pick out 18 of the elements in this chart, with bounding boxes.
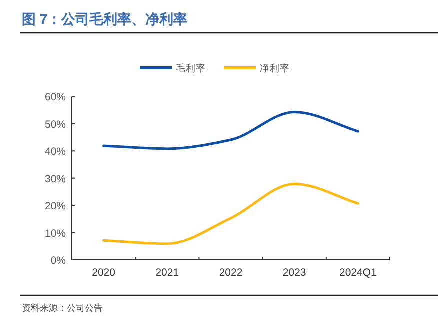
y-tick-label: 20%	[44, 200, 66, 213]
x-tick-label: 2023	[282, 267, 306, 279]
x-tick-label: 2021	[156, 267, 180, 279]
y-tick-label: 50%	[44, 118, 66, 131]
x-tick-label: 2024Q1	[340, 267, 378, 279]
legend-label: 毛利率	[176, 62, 206, 74]
y-tick-label: 60%	[44, 92, 66, 104]
y-tick-label: 0%	[50, 255, 66, 267]
y-tick-label: 10%	[44, 228, 66, 240]
x-tick-label: 2022	[219, 267, 243, 279]
line-series	[102, 182, 360, 246]
text: 资料来源：公司公告	[22, 303, 103, 313]
x-tick-label: 2020	[92, 267, 116, 279]
line-series	[102, 110, 360, 150]
chart-title: 图 7：公司毛利率、净利率	[22, 11, 188, 27]
y-tick-label: 30%	[44, 173, 66, 186]
y-tick-label: 40%	[44, 146, 66, 158]
legend-label: 净利率	[260, 62, 290, 74]
